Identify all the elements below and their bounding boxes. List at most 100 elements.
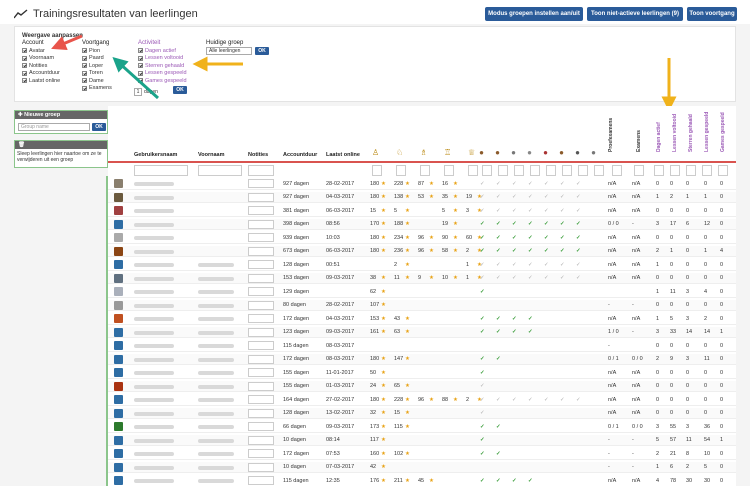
filter-input[interactable] — [578, 165, 588, 176]
table-row[interactable]: 927 dagen 04-03-2017 180 ★ 138 ★ 53 ★ 35 ★ 19 ★ ✓ ✓ ✓ ✓… — [108, 191, 736, 203]
filter-input[interactable] — [248, 165, 274, 176]
group-name-input[interactable]: Group name — [18, 123, 90, 131]
checkbox-accountduur[interactable]: Accountduur — [22, 70, 60, 78]
notes-input[interactable] — [248, 408, 274, 418]
filter-input[interactable] — [530, 165, 540, 176]
filter-input[interactable] — [420, 165, 430, 176]
notes-input[interactable] — [248, 368, 274, 377]
notes-input[interactable] — [248, 233, 274, 242]
notes-input[interactable] — [248, 273, 274, 283]
col-games-played[interactable]: Games gespeeld — [720, 112, 726, 152]
days-input[interactable]: 1 — [134, 88, 142, 96]
table-row[interactable]: 115 dagen 12:35 176 ★ 211 ★ 45 ★ ✓ ✓ ✓ ✓ n/A n/A 4 78 30… — [108, 475, 736, 486]
checkbox-examens[interactable]: Examens — [82, 85, 112, 93]
filter-input[interactable] — [546, 165, 556, 176]
table-row[interactable]: 128 dagen 13-02-2017 32 ★ 15 ★ ✓ n/A n/A 0 0 0 0 0 — [108, 407, 736, 419]
filter-input[interactable] — [396, 165, 406, 176]
checkbox-lessen-gespeeld[interactable]: Lessen gespeeld — [138, 70, 187, 78]
filter-input[interactable] — [514, 165, 524, 176]
group-ok-button[interactable]: OK — [255, 47, 269, 55]
filter-input[interactable] — [482, 165, 492, 176]
table-row[interactable]: 80 dagen 28-02-2017 107 ★ - - 0 0 0 0 0 — [108, 299, 736, 311]
table-row[interactable]: 172 dagen 04-03-2017 153 ★ 43 ★ ✓ ✓ ✓ ✓ n/A n/A 1 5 3 2… — [108, 313, 736, 325]
col-proef[interactable]: Proefexamens — [608, 117, 614, 152]
notes-input[interactable] — [248, 206, 274, 215]
notes-input[interactable] — [248, 462, 274, 472]
checkbox-dame[interactable]: Dame — [82, 77, 112, 85]
col-last-online[interactable]: Laatst online — [326, 152, 360, 158]
col-days-active[interactable]: Dagen actief — [656, 122, 662, 152]
filter-input[interactable] — [686, 165, 696, 176]
col-notes[interactable]: Notities — [248, 152, 269, 158]
filter-input[interactable] — [498, 165, 508, 176]
notes-input[interactable] — [248, 314, 274, 323]
table-row[interactable]: 153 dagen 09-03-2017 38 ★ 11 ★ 9 ★ 10 ★ 1 ★ ✓ ✓ ✓ ✓ ✓ ✓ ✓ n… — [108, 272, 736, 284]
table-row[interactable]: 10 dagen 08:14 117 ★ ✓ - - 5 57 11 54 1 — [108, 434, 736, 446]
table-row[interactable]: 381 dagen 06-03-2017 15 ★ 5 ★ 5 ★ 3 ★ ✓ ✓ ✓ ✓ ✓ ✓ ✓ n/A n/… — [108, 205, 736, 217]
filter-input[interactable] — [670, 165, 680, 176]
col-username[interactable]: Gebruikersnaam — [134, 152, 178, 158]
notes-input[interactable] — [248, 422, 274, 431]
panel-ok-button[interactable]: OK — [173, 86, 187, 94]
filter-input[interactable] — [612, 165, 622, 176]
show-progress-button[interactable]: Toon voortgang — [687, 7, 737, 21]
table-row[interactable]: 164 dagen 27-02-2017 180 ★ 228 ★ 96 ★ 88 ★ 2 ★ ✓ ✓ ✓ ✓ ✓… — [108, 394, 736, 406]
table-row[interactable]: 155 dagen 11-01-2017 50 ★ ✓ n/A n/A 0 0 0 0 0 — [108, 367, 736, 379]
table-row[interactable]: 128 dagen 00:51 2 ★ 1 ★ ✓ ✓ ✓ ✓ ✓ ✓ ✓ n/A n/A 1 0 0 0 0 — [108, 259, 736, 271]
filter-input[interactable] — [718, 165, 728, 176]
filter-input[interactable] — [198, 165, 242, 176]
checkbox-paard[interactable]: Paard — [82, 55, 112, 63]
table-row[interactable]: 155 dagen 01-03-2017 24 ★ 65 ★ ✓ n/A n/A 0 0 0 0 0 — [108, 380, 736, 392]
checkbox-toren[interactable]: Toren — [82, 70, 112, 78]
notes-input[interactable] — [248, 179, 274, 188]
table-row[interactable]: 129 dagen 62 ★ ✓ 1 11 3 4 0 — [108, 286, 736, 298]
filter-input[interactable] — [634, 165, 644, 176]
checkbox-pion[interactable]: Pion — [82, 47, 112, 55]
checkbox-games-gespeeld[interactable]: Games gespeeld — [138, 77, 187, 85]
checkbox-laatst-online[interactable]: Laatst online — [22, 77, 60, 85]
notes-input[interactable] — [248, 300, 274, 310]
filter-input[interactable] — [702, 165, 712, 176]
notes-input[interactable] — [248, 354, 274, 364]
table-row[interactable]: 172 dagen 07:53 160 ★ 102 ★ ✓ ✓ - -2 21 8 10 0 — [108, 448, 736, 460]
table-row[interactable]: 123 dagen 09-03-2017 161 ★ 63 ★ ✓ ✓ ✓ ✓ 1 / 0-3 33 1… — [108, 326, 736, 338]
table-row[interactable]: 673 dagen 06-03-2017 180 ★ 236 ★ 96 ★ 58 ★ 2 ★ ✓ ✓ ✓ ✓ ✓… — [108, 245, 736, 257]
show-inactive-button[interactable]: Toon niet-actieve leerlingen (9) — [587, 7, 683, 21]
col-lessons-done[interactable]: Lessen voltooid — [672, 113, 678, 152]
table-row[interactable]: 10 dagen 07-03-2017 42 ★ - - 1 6 2 5 0 — [108, 461, 736, 473]
col-exams[interactable]: Examens — [636, 130, 642, 152]
checkbox-voornaam[interactable]: Voornaam — [22, 55, 60, 63]
col-stars[interactable]: Sterren gehaald — [688, 114, 694, 152]
notes-input[interactable] — [248, 435, 274, 445]
notes-input[interactable] — [248, 381, 274, 391]
col-lessons-played[interactable]: Lessen gespeeld — [704, 111, 710, 152]
notes-input[interactable] — [248, 260, 274, 269]
filter-input[interactable] — [654, 165, 664, 176]
notes-input[interactable] — [248, 287, 274, 296]
notes-input[interactable] — [248, 449, 274, 458]
filter-input[interactable] — [562, 165, 572, 176]
checkbox-avatar[interactable]: Avatar — [22, 47, 60, 55]
table-row[interactable]: 115 dagen 08-03-2017 - 0 0 0 0 0 — [108, 340, 736, 352]
notes-input[interactable] — [248, 219, 274, 229]
table-row[interactable]: 927 dagen 28-02-2017 180 ★ 228 ★ 87 ★ 16 ★ ✓ ✓ ✓ ✓ ✓ ✓ ✓… — [108, 178, 736, 190]
notes-input[interactable] — [248, 395, 274, 404]
toggle-groups-button[interactable]: Modus groepen instellen aan/uit — [485, 7, 583, 21]
filter-input[interactable] — [134, 165, 188, 176]
checkbox-dagen-actief[interactable]: Dagen actief — [138, 47, 187, 55]
col-firstname[interactable]: Voornaam — [198, 152, 225, 158]
filter-input[interactable] — [444, 165, 454, 176]
col-duration[interactable]: Accountduur — [283, 152, 318, 158]
checkbox-lessen-voltooid[interactable]: Lessen voltooid — [138, 55, 187, 63]
drop-remove-box[interactable]: 🗑 Sleep leerlingen hier naartoe om ze te… — [14, 140, 108, 168]
checkbox-notities[interactable]: Notities — [22, 62, 60, 70]
notes-input[interactable] — [248, 341, 274, 350]
notes-input[interactable] — [248, 246, 274, 256]
checkbox-sterren-gehaald[interactable]: Sterren gehaald — [138, 62, 187, 70]
notes-input[interactable] — [248, 327, 274, 337]
filter-input[interactable] — [372, 165, 382, 176]
new-group-ok-button[interactable]: OK — [92, 123, 106, 131]
